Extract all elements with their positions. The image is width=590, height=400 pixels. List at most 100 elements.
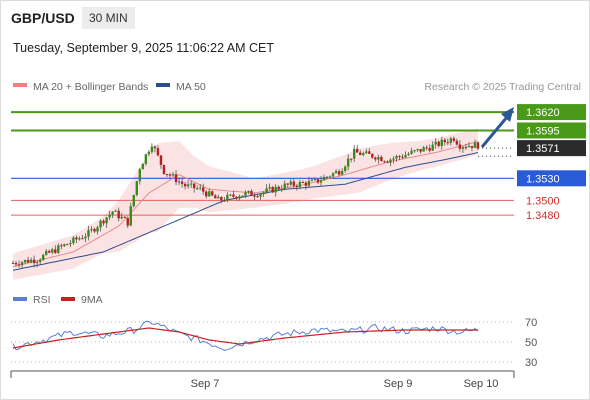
candle-body	[23, 259, 27, 263]
candle-body	[93, 228, 96, 232]
candle-body	[147, 151, 151, 155]
level-label-1.3500: 1.3500	[526, 195, 560, 207]
candle-body	[473, 142, 477, 148]
candle-body	[35, 262, 39, 264]
candle-body	[186, 184, 190, 187]
candle-body	[108, 214, 111, 218]
candle-body	[392, 158, 395, 160]
timestamp: Tuesday, September 9, 2025 11:06:22 AM C…	[13, 41, 275, 55]
candle-body	[114, 210, 117, 212]
candle-body	[283, 183, 286, 190]
candle-body	[17, 264, 21, 266]
credit-label: Research © 2025 Trading Central	[424, 81, 581, 93]
candle-body	[20, 262, 24, 266]
candle-body	[192, 183, 196, 189]
candle-body	[346, 158, 350, 167]
candle-body	[449, 138, 453, 143]
candle-body	[259, 194, 262, 197]
candle-body	[26, 259, 30, 263]
candle-body	[464, 147, 468, 149]
candle-body	[268, 186, 271, 189]
candle-body	[168, 174, 172, 176]
candle-body	[292, 181, 296, 186]
level-label-1.3595: 1.3595	[526, 125, 560, 137]
candle-body	[428, 148, 431, 151]
candle-body	[63, 244, 66, 246]
candle-body	[199, 187, 202, 189]
candle-body	[132, 194, 135, 207]
candle-body	[325, 176, 329, 178]
candle-body	[241, 195, 244, 197]
candle-body	[171, 174, 175, 176]
level-label-1.3620: 1.3620	[526, 107, 560, 119]
candle-body	[298, 182, 302, 187]
candle-body	[422, 147, 425, 152]
legend-label-ma50: MA 50	[176, 81, 206, 93]
candle-body	[214, 195, 217, 199]
candle-body	[162, 164, 166, 175]
candle-body	[126, 217, 129, 226]
candle-body	[123, 216, 126, 218]
candle-body	[102, 220, 105, 224]
candle-body	[353, 148, 356, 159]
candle-body	[135, 181, 138, 195]
legend-label-rsi: RSI	[33, 294, 51, 306]
legend-label-9ma: 9MA	[81, 294, 103, 306]
candle-body	[38, 259, 42, 263]
candle-body	[476, 142, 480, 149]
candle-body	[232, 194, 235, 197]
candle-body	[244, 192, 247, 196]
timeframe-badge[interactable]: 30 MIN	[82, 7, 135, 29]
candle-body	[380, 156, 383, 162]
level-label-1.3480: 1.3480	[526, 210, 560, 222]
candle-body	[66, 244, 69, 246]
candle-body	[461, 147, 465, 149]
candle-body	[48, 250, 51, 253]
candle-body	[96, 227, 99, 232]
candle-body	[60, 245, 63, 247]
candle-body	[226, 194, 229, 201]
candle-body	[470, 145, 474, 148]
legend-swatch-rsi	[13, 297, 27, 301]
candle-body	[419, 149, 422, 152]
candle-body	[455, 140, 459, 145]
rsi-line	[12, 320, 479, 351]
legend-swatch-ma20	[13, 83, 27, 87]
candle-body	[51, 249, 54, 253]
candle-body	[177, 181, 181, 183]
level-tag-1.3530	[517, 170, 586, 187]
candle-body	[78, 238, 81, 240]
candle-body	[99, 220, 102, 228]
candle-body	[159, 155, 163, 165]
candle-body	[235, 196, 238, 199]
candle-body	[310, 179, 314, 181]
candle-body	[452, 138, 456, 141]
candle-body	[183, 183, 187, 187]
candle-body	[117, 210, 120, 219]
candle-body	[404, 155, 407, 158]
candle-body	[362, 153, 365, 155]
candle-body	[365, 151, 368, 154]
legend-swatch-ma50	[156, 83, 170, 87]
level-tag-1.3620	[517, 104, 586, 121]
candle-body	[54, 249, 57, 253]
candle-body	[69, 242, 72, 245]
rsi-9ma-line	[12, 327, 478, 349]
candle-body	[277, 186, 280, 190]
candle-body	[389, 159, 392, 163]
candle-body	[129, 206, 132, 226]
candle-body	[289, 181, 292, 185]
candle-body	[368, 151, 371, 154]
candle-body	[431, 144, 434, 151]
candle-body	[337, 171, 341, 175]
candle-body	[374, 157, 377, 160]
candle-body	[29, 259, 33, 263]
candle-body	[105, 217, 108, 224]
candle-body	[437, 141, 440, 146]
candle-body	[253, 195, 256, 197]
candle-body	[322, 177, 326, 181]
candle-body	[328, 176, 332, 178]
candle-body	[11, 262, 15, 264]
candle-body	[57, 245, 60, 253]
